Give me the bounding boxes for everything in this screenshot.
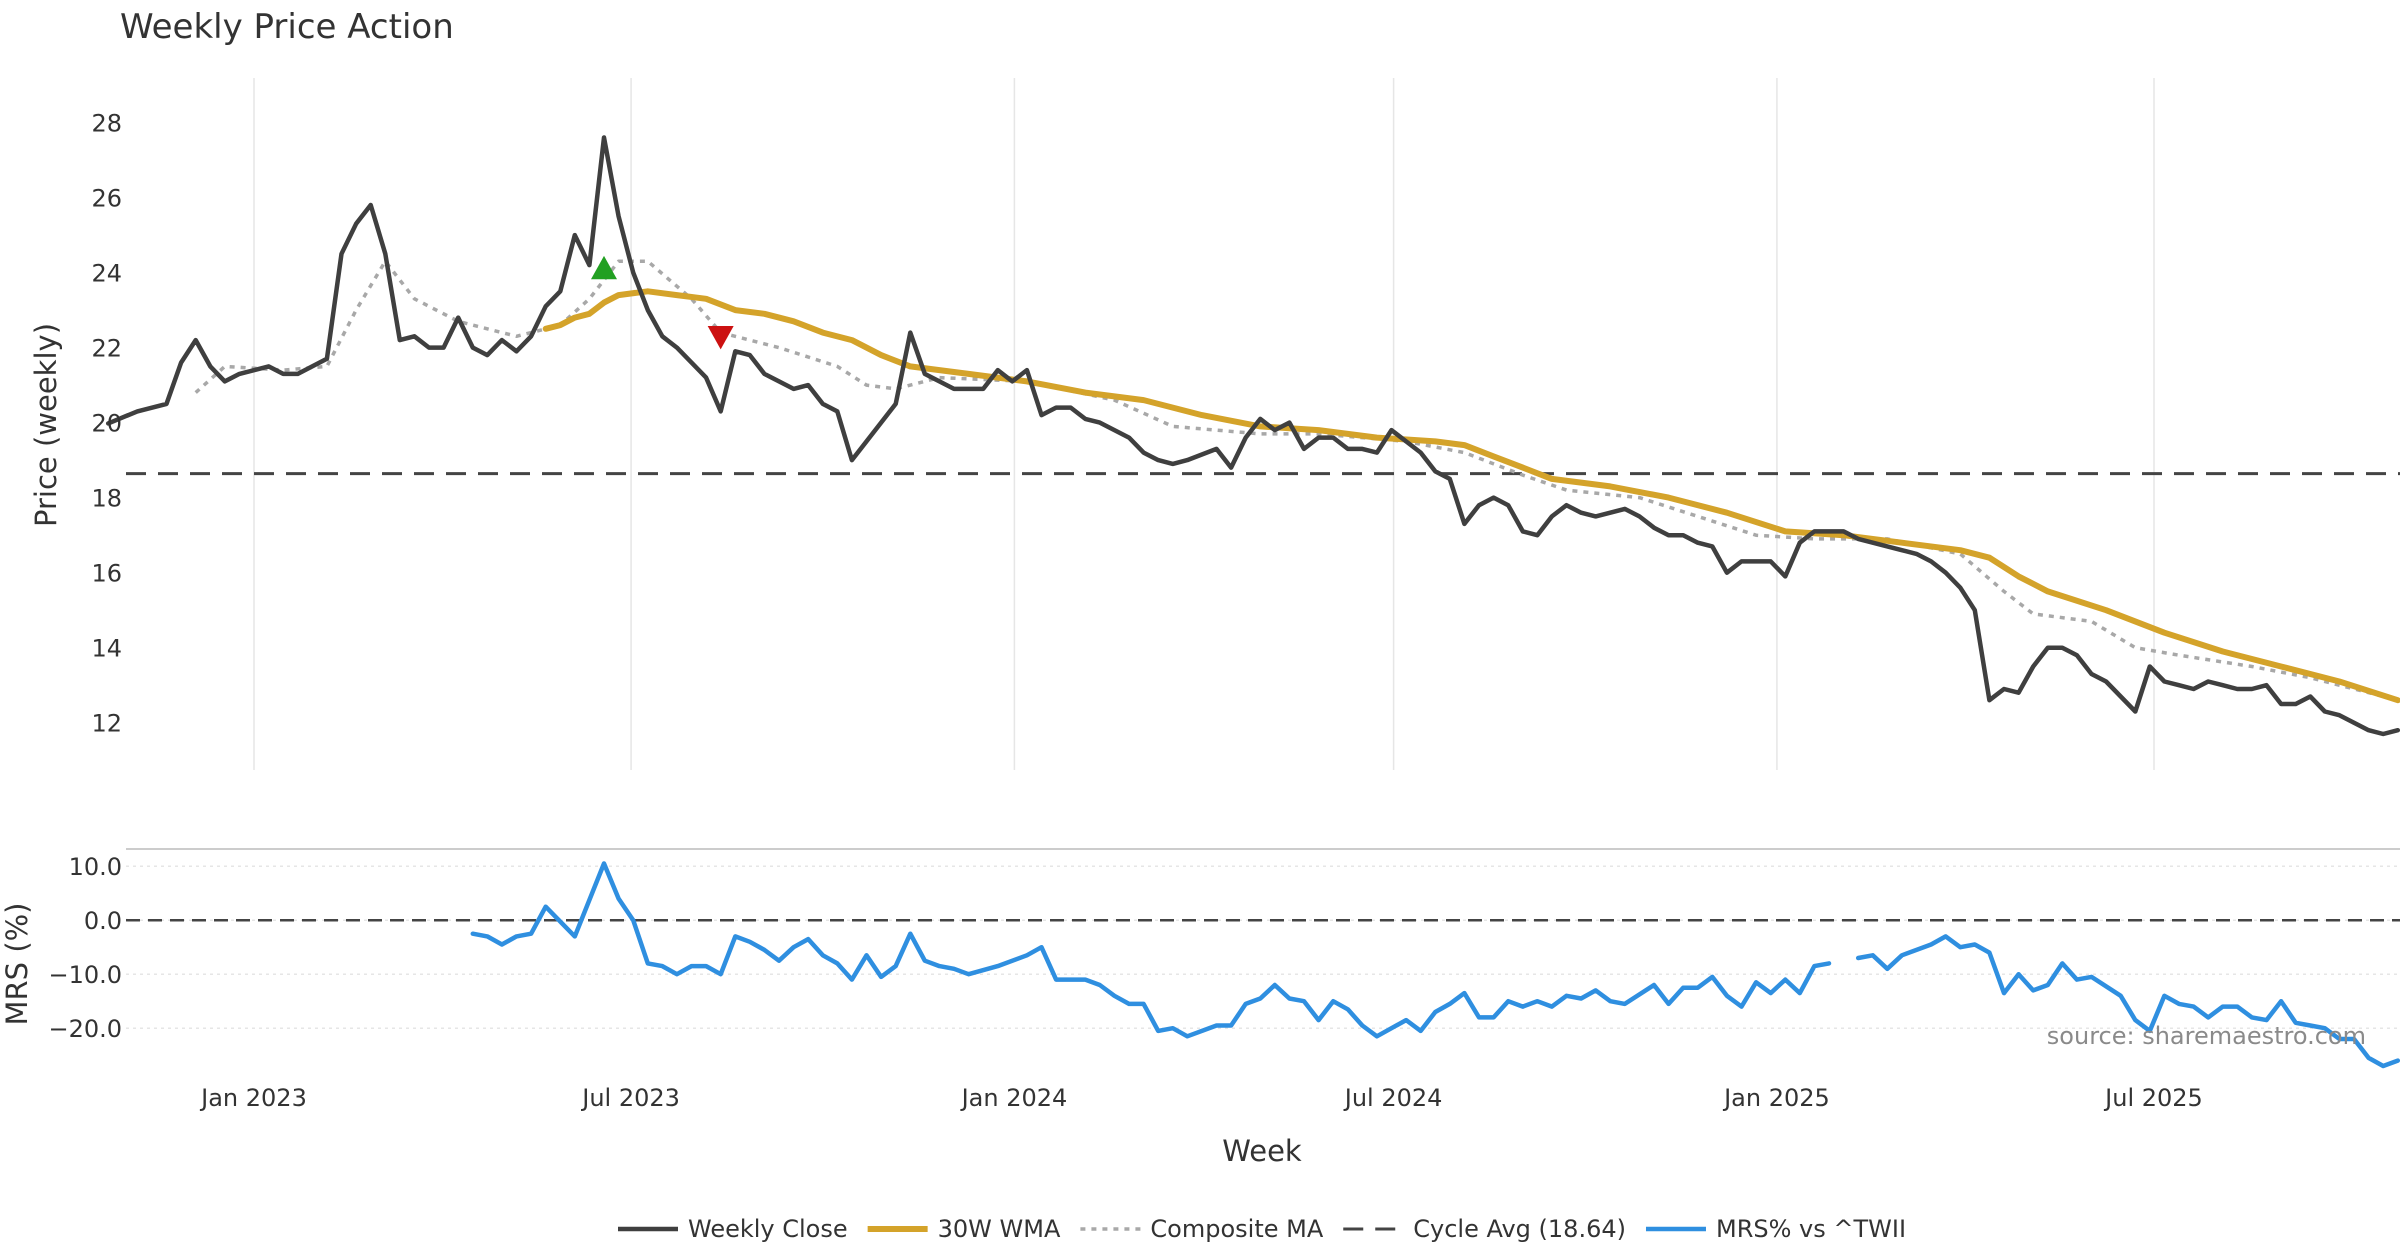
price-y-tick-label: 26 [91,185,122,213]
signal-markers [591,255,734,350]
x-tick-label: Jan 2023 [199,1084,307,1112]
price-y-tick-label: 28 [91,110,122,138]
mrs-y-tick-label: 0.0 [84,907,122,935]
price-y-tick-label: 14 [91,635,122,663]
sell-signal-marker [707,325,734,350]
x-tick-label: Jul 2023 [580,1084,680,1112]
price-y-ticks: 12 14 16 18 20 22 24 26 28 [91,110,122,738]
x-tick-label: Jan 2025 [1722,1084,1830,1112]
legend-label: Cycle Avg (18.64) [1413,1215,1626,1243]
legend-label: Weekly Close [688,1215,848,1243]
source-note: source: sharemaestro.com [2047,1022,2366,1050]
legend-label: MRS% vs ^TWII [1716,1215,1906,1243]
price-grid [253,78,2155,770]
mrs-grid [126,865,2400,1029]
price-y-tick-label: 16 [91,560,122,588]
x-ticks: Jan 2023 Jul 2023 Jan 2024 Jul 2024 Jan 2025… [199,1084,2203,1112]
series-line-mrs [1855,934,2400,1069]
chart-title: Weekly Price Action [120,7,454,47]
buy-signal-marker [591,255,617,280]
price-y-axis-label: Price (weekly) [29,323,63,527]
series-line-close [105,135,2400,737]
price-y-tick-label: 18 [91,485,122,513]
x-tick-label: Jul 2024 [1343,1084,1443,1112]
price-y-tick-label: 22 [91,335,122,363]
legend: Weekly Close 30W WMA Composite MA Cycle Avg… [618,1215,1906,1243]
mrs-y-tick-label: −20.0 [48,1015,122,1043]
price-plot [105,135,2400,737]
mrs-y-ticks: 10.0 0.0 −10.0 −20.0 [48,853,122,1043]
series-line-wma [542,288,2400,704]
legend-label: 30W WMA [938,1215,1061,1243]
series-line-mrs [470,861,1832,1039]
mrs-y-tick-label: −10.0 [48,961,122,989]
series-line-composite [194,259,2399,702]
price-y-tick-label: 12 [91,710,122,738]
legend-label: Composite MA [1150,1215,1323,1243]
mrs-y-axis-label: MRS (%) [0,903,34,1026]
x-tick-label: Jul 2025 [2103,1084,2203,1112]
mrs-y-tick-label: 10.0 [69,853,122,881]
price-y-tick-label: 20 [91,410,122,438]
price-y-tick-label: 24 [91,260,122,288]
x-axis-label: Week [1222,1134,1302,1168]
x-tick-label: Jan 2024 [960,1084,1068,1112]
mrs-plot [126,861,2400,1069]
